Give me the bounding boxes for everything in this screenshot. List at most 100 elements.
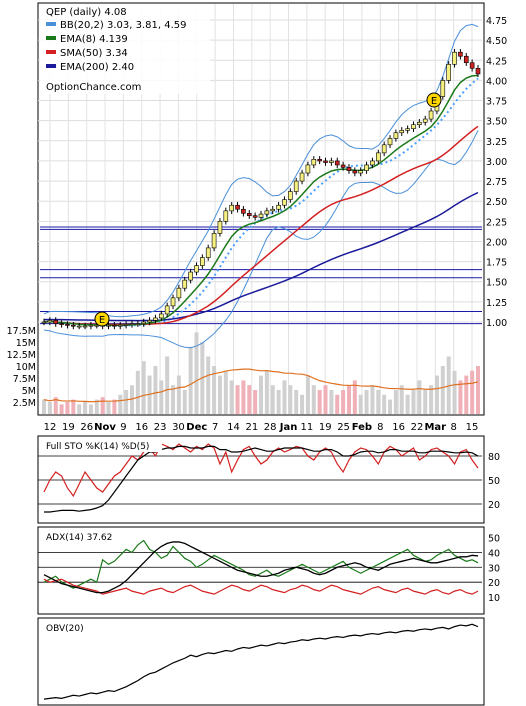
candle-body [129, 323, 135, 325]
price-tick-label: 3.50 [486, 117, 507, 128]
volume-bar [77, 404, 82, 414]
volume-bar [399, 385, 404, 414]
candle-body [381, 144, 387, 154]
candle-body [305, 164, 311, 174]
date-tick-label: 30 [172, 422, 185, 433]
date-tick-label: 23 [154, 422, 167, 433]
legend-box [40, 4, 210, 94]
volume-bar [276, 390, 281, 414]
adx-label: ADX(14) 37.62 [46, 533, 112, 543]
volume-bar [323, 385, 328, 414]
legend-label: SMA(50) 3.34 [60, 48, 128, 59]
volume-bar [335, 394, 340, 414]
sma50-line [43, 125, 479, 326]
date-tick-label: 15 [466, 422, 479, 433]
price-tick-label: 1.50 [486, 278, 507, 289]
candle-body [135, 323, 141, 325]
watermark: OptionChance.com [46, 82, 141, 93]
candle-body [188, 271, 193, 281]
candle-body [41, 321, 47, 324]
date-tick-label: 7 [212, 422, 218, 433]
adx-line [43, 541, 479, 594]
candle-body [88, 324, 94, 327]
candle-body [252, 215, 258, 218]
obv-label: OBV(20) [46, 624, 84, 634]
volume-tick-label: 17.5M [7, 326, 36, 337]
date-tick-label: 8 [377, 422, 383, 433]
volume-bar [264, 370, 269, 414]
volume-bar [259, 375, 263, 414]
volume-bars [42, 332, 480, 414]
price-tick-label: 3.25 [486, 137, 507, 148]
volume-bar [171, 385, 176, 414]
volume-bar [188, 346, 193, 414]
candle-body [463, 55, 469, 63]
volume-bar [182, 390, 187, 414]
candle-body [123, 324, 129, 326]
candle-body [270, 208, 276, 212]
candle-body [217, 221, 223, 234]
volume-tick-label: 5M [22, 386, 36, 397]
price-tick-label: 4.00 [486, 76, 507, 87]
candle-body [71, 324, 76, 327]
price-tick-label: 2.50 [486, 197, 507, 208]
candle-body [282, 199, 287, 206]
support-lines [40, 226, 482, 325]
volume-bar [382, 394, 387, 414]
candle-body [340, 164, 346, 168]
candle-body [370, 160, 375, 166]
volume-bar [229, 380, 234, 414]
candle-body [440, 80, 446, 97]
candle-body [475, 68, 481, 75]
price-tick-label: 4.25 [486, 56, 507, 67]
volume-tick-label: 15M [16, 338, 36, 349]
candle-body [405, 128, 410, 131]
volume-bar [446, 356, 451, 414]
candle-body [311, 159, 317, 166]
ema200-line [43, 191, 479, 322]
candle-body [47, 320, 53, 323]
volume-bar [118, 394, 123, 414]
volume-bar [206, 356, 211, 414]
candle-body [293, 180, 299, 192]
svg-text:E: E [431, 96, 437, 107]
volume-bar [470, 370, 475, 414]
volume-bar [59, 404, 64, 414]
candle-body [329, 160, 334, 163]
price-tick-label: 1.75 [486, 258, 507, 269]
candle-body [417, 121, 422, 125]
candle-body [428, 110, 434, 120]
volume-bar [358, 394, 363, 414]
volume-bar [329, 390, 334, 414]
volume-bar [341, 390, 346, 414]
indicator-tick-label: 20 [488, 578, 500, 589]
volume-bar [423, 390, 428, 414]
volume-bar [317, 390, 322, 414]
volume-bar [42, 399, 46, 414]
date-tick-label: 25 [337, 422, 350, 433]
volume-bar [458, 380, 463, 414]
candle-body [112, 324, 117, 327]
volume-bar [270, 385, 275, 414]
legend-swatch [46, 64, 56, 68]
plus-di-line [43, 539, 479, 589]
date-tick-label: 11 [301, 422, 314, 433]
obv-panel-frame [37, 617, 485, 706]
candle-body [76, 325, 82, 328]
candle-body [200, 257, 205, 266]
candle-body [205, 247, 211, 258]
candle-body [141, 321, 147, 324]
candle-body [59, 323, 64, 325]
date-tick-label: 14 [227, 422, 240, 433]
candle-body [352, 170, 358, 174]
candle-body [387, 138, 393, 146]
volume-bar [176, 375, 181, 414]
price-tick-label: 3.00 [486, 157, 507, 168]
date-tick-label: Jan [279, 422, 298, 433]
volume-bar [212, 366, 217, 414]
volume-average-line [43, 368, 479, 403]
date-tick-label: Mar [424, 422, 446, 433]
obv-panel [43, 623, 479, 700]
volume-tick-label: 2.5M [13, 398, 36, 409]
